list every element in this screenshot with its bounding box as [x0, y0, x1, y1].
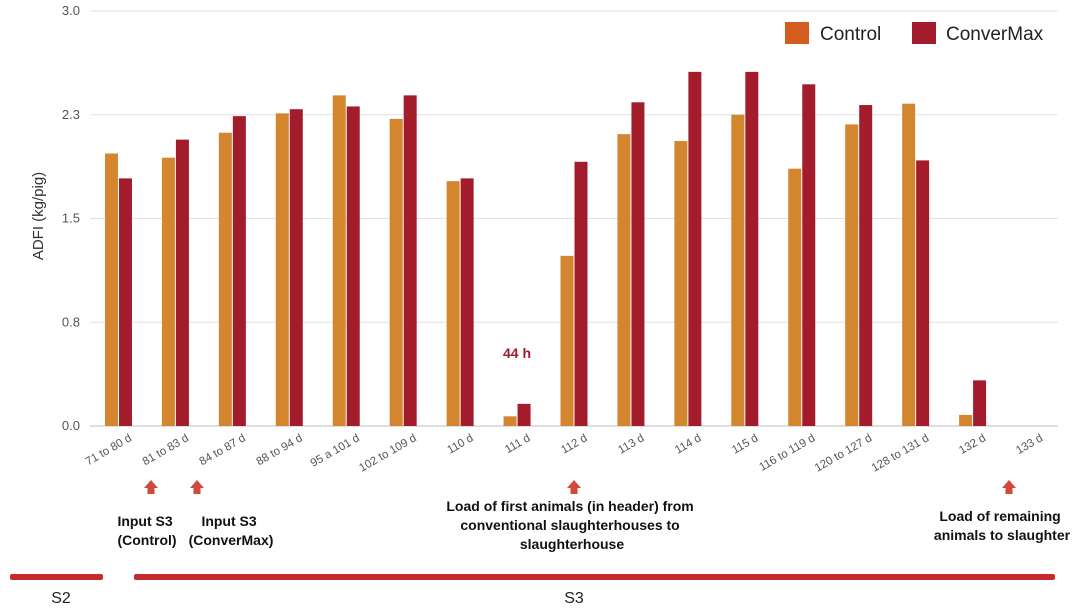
bar-convermax [916, 160, 930, 426]
bar-control [218, 132, 232, 426]
y-tick-label: 1.5 [62, 211, 80, 226]
bar-control [731, 114, 745, 426]
annotation-load-first: Load of first animals (in header) from c… [446, 498, 697, 552]
x-tick-label: 102 to 109 d [357, 432, 418, 474]
x-tick-label: 71 to 80 d [84, 432, 134, 468]
bar-control [902, 103, 916, 426]
x-tick-label: 132 d [957, 432, 988, 457]
x-tick-label: 113 d [616, 432, 646, 456]
x-tick-label: 88 to 94 d [254, 432, 304, 468]
legend-label-control: Control [820, 24, 881, 45]
up-arrow-icon [144, 480, 158, 494]
bars [104, 71, 987, 427]
up-arrow-icon [1002, 480, 1016, 494]
y-tick-label: 2.3 [62, 107, 80, 122]
x-tick-label: 84 to 87 d [198, 432, 248, 468]
x-tick-label: 120 to 127 d [813, 432, 874, 474]
x-tick-label: 81 to 83 d [141, 432, 191, 468]
bar-control [161, 157, 175, 426]
stage-bars: S2 S3 [10, 574, 1055, 607]
bar-control [389, 118, 403, 427]
event-arrows [144, 480, 1016, 494]
x-tick-label: 115 d [730, 432, 760, 456]
stage-label-s2: S2 [51, 590, 71, 607]
y-axis-label: ADFI (kg/pig) [30, 172, 47, 260]
x-tick-label: 128 to 131 d [870, 432, 931, 474]
x-tick-label: 112 d [559, 432, 589, 456]
bar-convermax [118, 178, 132, 426]
bar-control [446, 181, 460, 426]
x-tick-label: 133 d [1014, 432, 1045, 457]
bar-convermax [859, 105, 873, 427]
bar-convermax [973, 380, 987, 426]
legend-label-convermax: ConverMax [946, 24, 1044, 45]
x-tick-label: 116 to 119 d [757, 432, 817, 474]
bar-convermax [175, 139, 189, 426]
bar-control [617, 134, 631, 426]
bar-control [845, 124, 859, 426]
bar-convermax [802, 84, 816, 427]
bar-convermax [745, 71, 759, 426]
bar-convermax [346, 106, 360, 426]
bar-convermax [289, 109, 303, 426]
up-arrow-icon [190, 480, 204, 494]
gridlines [90, 10, 1058, 427]
annotation-load-remaining: Load of remaining animals to slaughter [934, 508, 1071, 543]
bar-control [104, 153, 118, 426]
annotation-input-convermax: Input S3 (ConverMax) [189, 513, 274, 548]
stage-label-s3: S3 [564, 590, 584, 607]
bar-convermax [631, 102, 645, 427]
y-tick-label: 0.8 [62, 314, 80, 329]
x-axis-ticks: 71 to 80 d 81 to 83 d 84 to 87 d 88 to 94 d… [84, 432, 1045, 474]
x-tick-label: 111 d [503, 432, 532, 456]
annotation-input-control: Input S3 (Control) [117, 513, 176, 548]
bar-convermax [403, 95, 417, 426]
stage-bar-s2 [10, 574, 103, 580]
y-axis-ticks: 0.0 0.8 1.5 2.3 3.0 [62, 3, 80, 433]
bar-control [503, 416, 517, 426]
x-tick-label: 95 a 101 d [309, 432, 362, 470]
up-arrow-icon [567, 480, 581, 494]
legend: Control ConverMax [785, 22, 1044, 45]
bar-control [788, 168, 802, 426]
bar-convermax [688, 71, 702, 426]
bar-convermax [232, 116, 246, 426]
legend-swatch-convermax [912, 22, 936, 44]
bar-control [674, 141, 688, 427]
bar-convermax [517, 403, 531, 426]
x-tick-label: 110 d [445, 432, 475, 456]
bar-convermax [574, 161, 588, 427]
y-tick-label: 3.0 [62, 3, 80, 18]
x-tick-label: 114 d [673, 432, 703, 456]
legend-swatch-control [785, 22, 809, 44]
bar-control [275, 113, 289, 426]
bar-control [560, 255, 574, 426]
bar-control [959, 414, 973, 426]
annotation-44h: 44 h [503, 345, 531, 361]
stage-bar-s3 [134, 574, 1055, 580]
bar-control [332, 95, 346, 426]
bar-convermax [460, 178, 474, 426]
y-tick-label: 0.0 [62, 418, 80, 433]
